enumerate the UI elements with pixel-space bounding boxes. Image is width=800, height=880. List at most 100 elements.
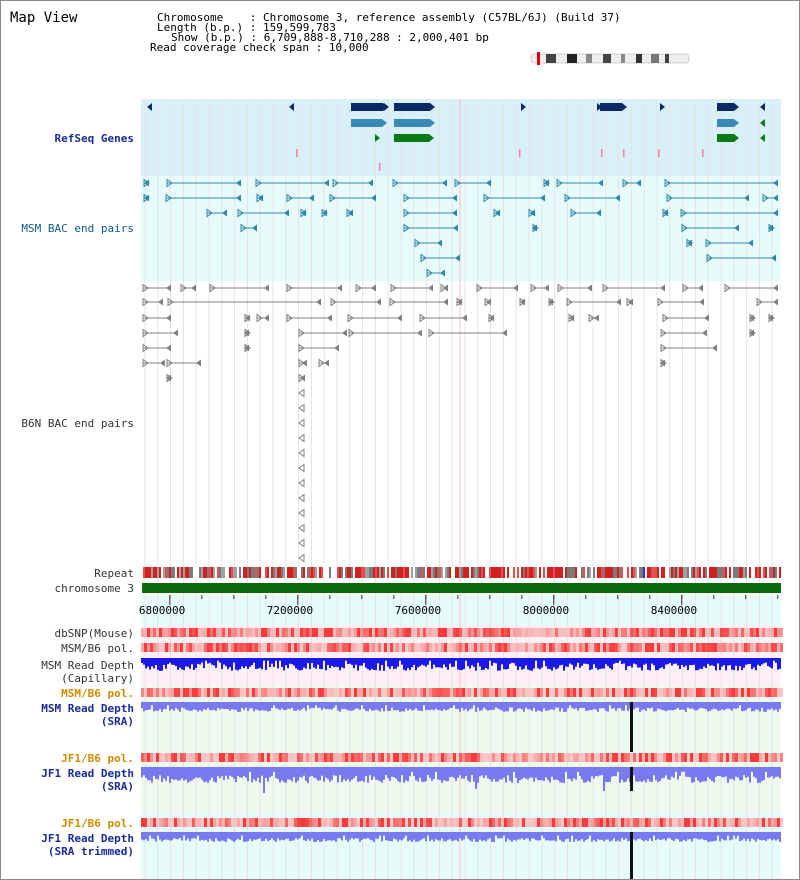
heat-cell (624, 688, 627, 697)
bac-end-marker (426, 268, 433, 278)
depth-bar (427, 832, 429, 836)
heat-cell (375, 753, 378, 762)
repeat-segment (417, 567, 419, 578)
bac-end-marker (392, 178, 399, 188)
heat-cell (180, 688, 183, 697)
depth-bar (507, 702, 509, 712)
track-label-msm-bac[interactable]: MSM BAC end pairs (21, 222, 134, 235)
depth-bar (315, 832, 317, 842)
depth-bar (601, 658, 603, 669)
heat-cell (765, 688, 768, 697)
depth-bar (293, 702, 295, 711)
depth-bar (355, 702, 357, 709)
depth-bar (601, 767, 603, 776)
repeat-segment (761, 567, 763, 578)
depth-bar (375, 832, 377, 839)
depth-bar (171, 767, 173, 780)
depth-bar (751, 767, 753, 772)
depth-bar (623, 702, 625, 711)
heat-cell (612, 818, 615, 827)
depth-bar (691, 702, 693, 709)
heat-cell (387, 628, 390, 637)
heat-cell (207, 628, 210, 637)
depth-bar (621, 832, 623, 839)
depth-bar (605, 702, 607, 711)
track-label-jf1-trim[interactable]: JF1 Read Depth (41, 832, 134, 845)
bac-end-marker (414, 238, 421, 248)
heat-cell (195, 753, 198, 762)
heat-cell (150, 818, 153, 827)
heat-cell (513, 643, 516, 652)
heat-cell (444, 628, 447, 637)
depth-bar (601, 702, 603, 709)
depth-bar (153, 767, 155, 777)
repeat-segment (461, 567, 463, 578)
heat-cell (717, 628, 720, 637)
gene-block (717, 119, 734, 127)
repeat-segment (333, 567, 335, 578)
depth-bar (439, 702, 441, 711)
heat-cell (654, 818, 657, 827)
bac-end-marker (773, 209, 778, 217)
heat-cell (612, 753, 615, 762)
heat-cell (453, 643, 456, 652)
heat-cell (309, 688, 312, 697)
depth-bar (757, 702, 759, 710)
depth-bar (147, 832, 149, 841)
depth-bar (393, 832, 395, 839)
heat-cell (705, 628, 708, 637)
depth-bar (687, 658, 689, 671)
track-label-refseq[interactable]: RefSeq Genes (54, 132, 134, 145)
depth-bar (473, 767, 475, 782)
depth-bar (389, 702, 391, 711)
heat-cell (624, 643, 627, 652)
heat-cell (327, 818, 330, 827)
depth-bar (647, 832, 649, 841)
bac-end-marker (329, 193, 336, 203)
heat-cell (690, 688, 693, 697)
heat-cell (198, 643, 201, 652)
heat-cell (687, 628, 690, 637)
heat-cell (459, 643, 462, 652)
track-label-msm-depth-cap-sub: (Capillary) (61, 672, 134, 685)
track-label-msm-b6-pol-sra[interactable]: MSM/B6 pol. (61, 687, 134, 700)
depth-bar (665, 702, 667, 712)
track-label-msm-depth-cap[interactable]: MSM Read Depth (41, 659, 134, 672)
depth-bar (275, 658, 277, 661)
depth-bar (335, 702, 337, 706)
depth-bar (253, 702, 255, 712)
depth-bar (287, 832, 289, 839)
depth-bar (673, 832, 675, 841)
depth-bar (547, 832, 549, 841)
track-label-msm-b6-pol[interactable]: MSM/B6 pol. (61, 642, 134, 655)
heat-cell (264, 818, 267, 827)
heat-cell (408, 688, 411, 697)
track-label-dbsnp[interactable]: dbSNP(Mouse) (54, 627, 134, 640)
heat-cell (156, 753, 159, 762)
depth-bar (367, 767, 369, 783)
depth-bar (397, 767, 399, 782)
track-label-msm-depth-sra[interactable]: MSM Read Depth (41, 702, 134, 715)
heat-cell (423, 818, 426, 827)
depth-bar (299, 832, 301, 839)
depth-bar (267, 702, 269, 712)
heat-cell (678, 643, 681, 652)
heat-cell (261, 688, 264, 697)
repeat-segment (237, 567, 239, 578)
depth-bar (533, 658, 535, 669)
track-label-jf1-b6-pol-trim[interactable]: JF1/B6 pol. (61, 817, 134, 830)
depth-bar (549, 702, 551, 710)
repeat-segment (143, 567, 145, 578)
depth-bar (667, 767, 669, 780)
heat-cell (585, 753, 588, 762)
heat-cell (579, 818, 582, 827)
track-label-jf1-depth[interactable]: JF1 Read Depth (41, 767, 134, 780)
depth-bar (695, 767, 697, 778)
depth-bar (255, 702, 257, 710)
track-label-b6n-bac[interactable]: B6N BAC end pairs (21, 417, 134, 430)
heat-cell (324, 688, 327, 697)
depth-bar (631, 658, 633, 668)
heat-cell (195, 628, 198, 637)
track-label-jf1-b6-pol[interactable]: JF1/B6 pol. (61, 752, 134, 765)
